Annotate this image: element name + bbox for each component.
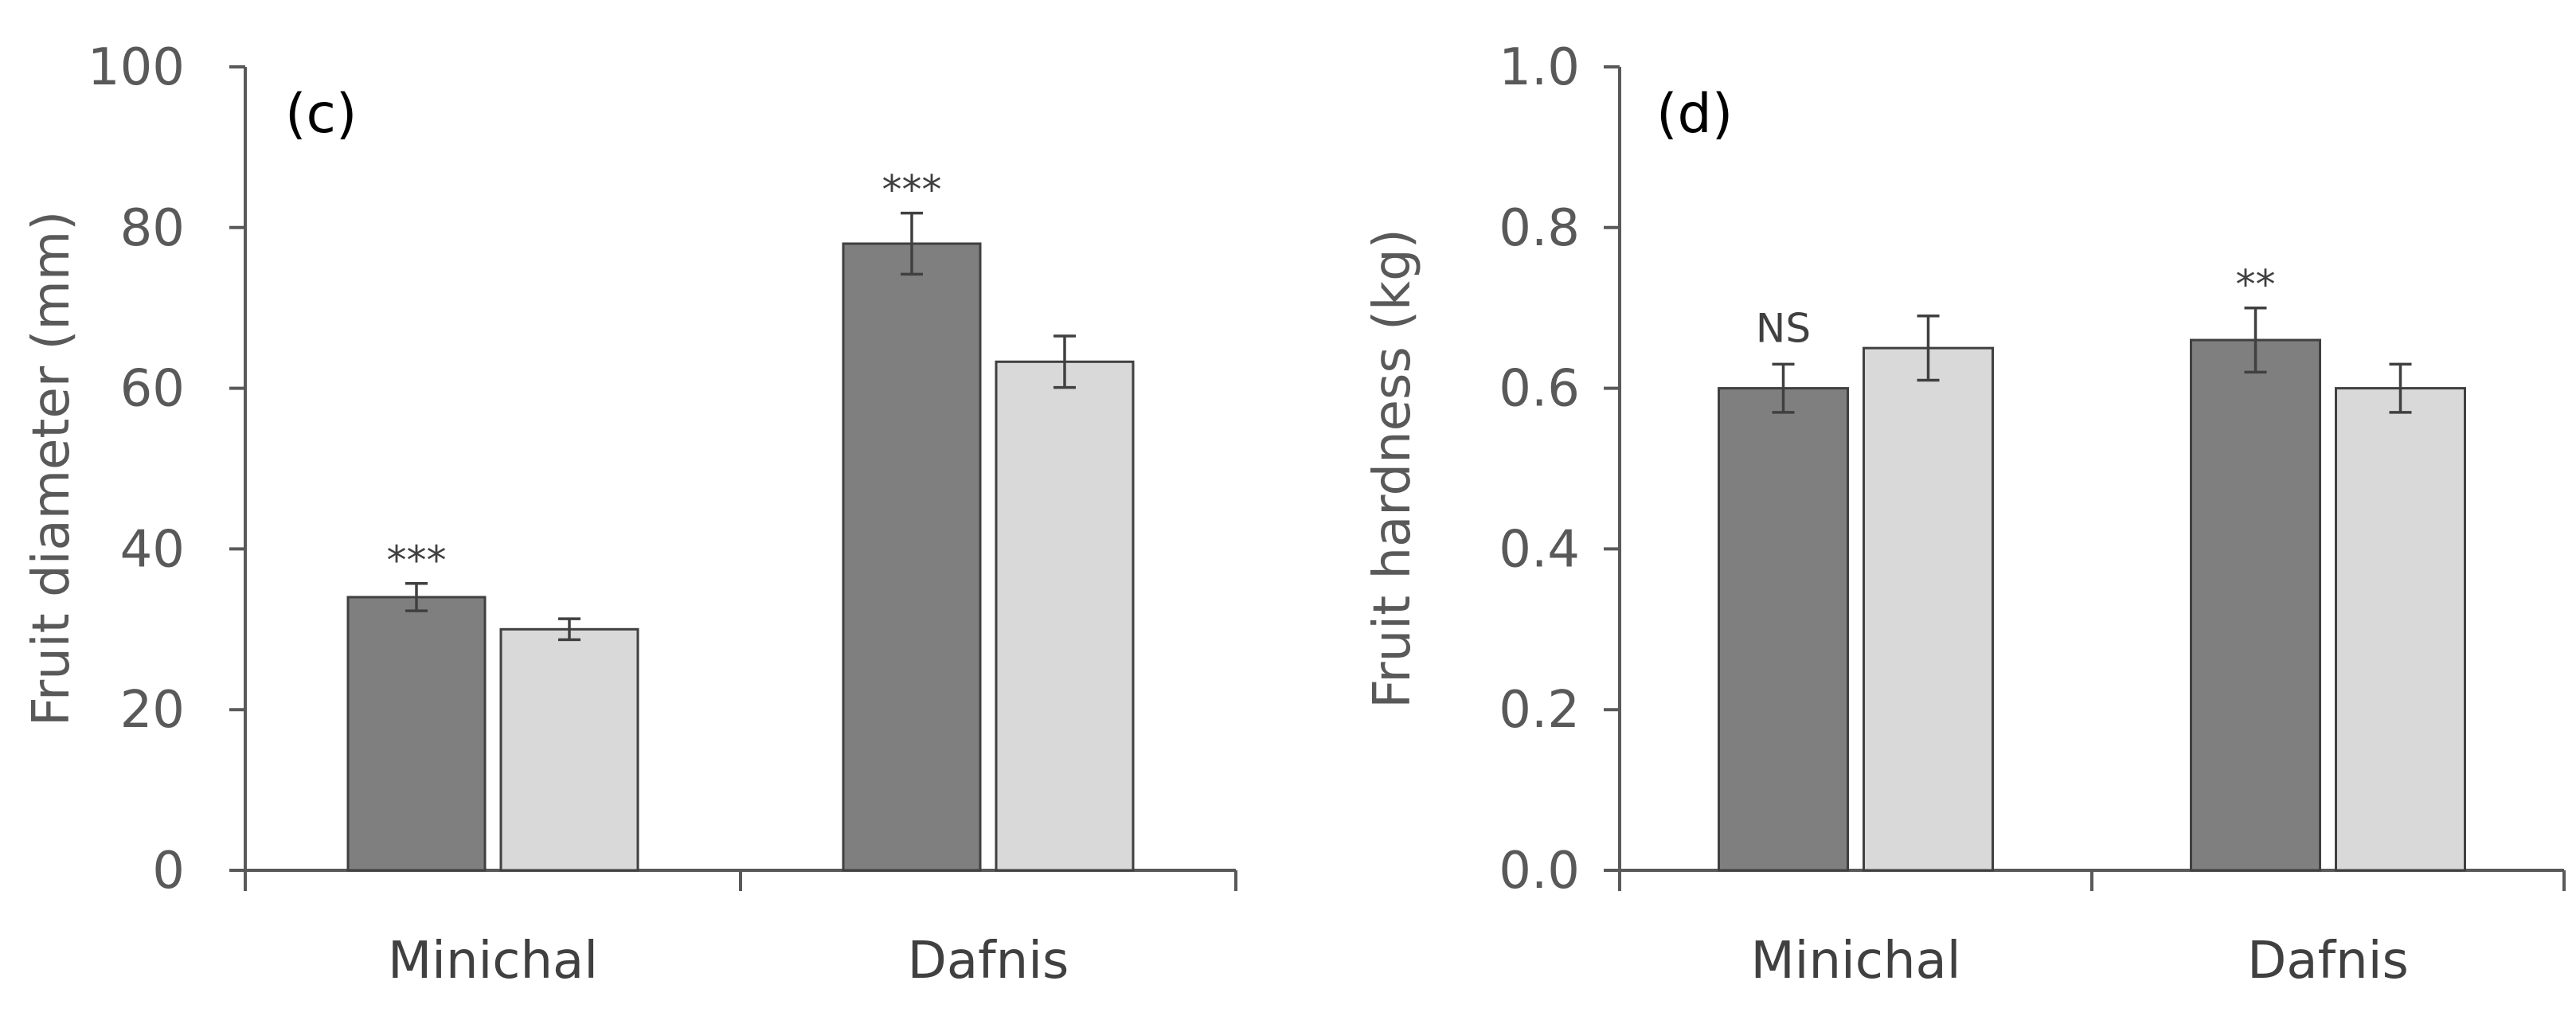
x-category-label: Minichal [1750,932,1960,991]
y-tick-label: 0.0 [1499,842,1580,901]
y-tick-label: 0.4 [1499,520,1580,579]
y-tick-label: 60 [120,360,185,419]
bar-dafnis-series-1 [842,242,982,872]
panel-c-error-bars [405,211,1076,642]
bar-dafnis-series-2 [2335,387,2466,872]
significance-label: NS [1756,305,1811,351]
y-tick-label: 0.8 [1499,199,1580,258]
panel-c-bars [346,242,1135,872]
y-tick-label: 0 [152,842,185,901]
chart-panel-c: 0 20 40 60 80 100 *** Minichal *** Dafnis (c) Frui… [22,38,1237,991]
bar-minichal-series-2 [1863,346,1994,872]
panel-label: (c) [285,83,357,146]
bar-minichal-series-1 [1718,387,1849,872]
y-tick-label: 20 [120,681,185,740]
bar-dafnis-series-2 [995,360,1135,872]
significance-label: *** [882,167,942,213]
x-category-label: Minichal [388,932,598,991]
y-axis-title: Fruit diameter (mm) [22,211,81,726]
panel-c-y-ticks: 0 20 40 60 80 100 [88,38,245,901]
panel-d-error-bars [1772,306,2412,414]
x-category-label: Dafnis [908,932,1069,991]
panel-d-y-ticks: 0.0 0.2 0.4 0.6 0.8 1.0 [1499,38,1620,901]
significance-label: ** [2236,262,2276,308]
y-tick-label: 1.0 [1499,38,1580,97]
significance-label: *** [387,537,447,584]
panel-c-text: *** Minichal *** Dafnis (c) Fruit diameter (m… [22,83,1069,991]
bar-minichal-series-1 [346,596,487,872]
y-tick-label: 0.6 [1499,360,1580,419]
y-tick-label: 80 [120,199,185,258]
y-tick-label: 0.2 [1499,681,1580,740]
y-axis-title: Fruit hardness (kg) [1363,229,1422,708]
bar-minichal-series-2 [499,627,639,872]
y-tick-label: 40 [120,520,185,579]
panel-label: (d) [1656,83,1733,146]
y-tick-label: 100 [88,38,185,97]
bar-dafnis-series-1 [2190,338,2321,872]
x-category-label: Dafnis [2247,932,2409,991]
chart-panel-d: 0.0 0.2 0.4 0.6 0.8 1.0 NS Minichal ** Dafnis (d)… [1363,38,2566,991]
panel-d-text: NS Minichal ** Dafnis (d) Fruit hardness (kg) [1363,83,2409,991]
panel-d-bars [1718,338,2466,872]
